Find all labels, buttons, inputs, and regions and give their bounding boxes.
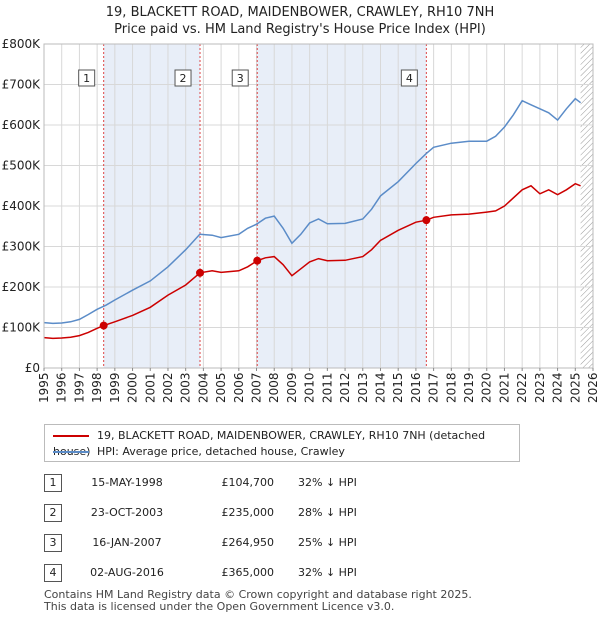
y-tick-label: £700K xyxy=(2,78,42,92)
legend-label-hpi: HPI: Average price, detached house, Craw… xyxy=(97,445,345,458)
x-tick-label: 2006 xyxy=(232,372,246,403)
sale-number-badge: 1 xyxy=(44,474,62,492)
legend-swatch-hpi xyxy=(53,451,89,453)
sale-point xyxy=(99,321,108,330)
x-tick-label: 2021 xyxy=(497,372,511,403)
sale-number-badge: 2 xyxy=(44,504,62,522)
y-tick-label: £500K xyxy=(2,159,42,173)
footer-attribution: Contains HM Land Registry data © Crown c… xyxy=(44,589,472,613)
x-tick-label: 2003 xyxy=(179,372,193,403)
x-tick-label: 2020 xyxy=(480,372,494,403)
x-tick-label: 2023 xyxy=(533,372,547,403)
sale-date: 15-MAY-1998 xyxy=(91,476,163,489)
x-tick-label: 1996 xyxy=(55,372,69,403)
sale-price: £104,700 xyxy=(221,476,275,489)
sale-hpi-diff: 32% ↓ HPI xyxy=(298,476,357,489)
y-tick-label: £300K xyxy=(2,240,42,254)
sales-table: 1 15-MAY-1998 £104,700 32% ↓ HPI 2 23-OC… xyxy=(44,470,404,590)
table-row: 4 02-AUG-2016 £365,000 32% ↓ HPI xyxy=(44,560,404,590)
x-tick-label: 1997 xyxy=(72,372,86,403)
table-row: 3 16-JAN-2007 £264,950 25% ↓ HPI xyxy=(44,530,404,560)
price-chart: 1 2 3 4 £0 £100K £200K £300K £400K £500K £600K £700… xyxy=(2,37,600,403)
x-tick-label: 2022 xyxy=(515,372,529,403)
sale-label-text: 2 xyxy=(180,72,187,85)
x-tick-label: 2015 xyxy=(391,372,405,403)
sale-label-box xyxy=(231,69,249,87)
sale-date: 02-AUG-2016 xyxy=(90,566,164,579)
y-tick-label: £0 xyxy=(25,361,40,375)
x-tick-label: 2014 xyxy=(373,372,387,403)
chart-title: 19, BLACKETT ROAD, MAIDENBOWER, CRAWLEY,… xyxy=(0,4,600,38)
x-tick-label: 2026 xyxy=(586,372,600,403)
x-tick-label: 1995 xyxy=(37,372,51,403)
x-tick-label: 2025 xyxy=(568,372,582,403)
sale-label-box xyxy=(400,69,418,87)
x-tick-label: 1998 xyxy=(90,372,104,403)
title-line-2: Price paid vs. HM Land Registry's House … xyxy=(114,22,486,37)
sale-price: £365,000 xyxy=(221,566,275,579)
y-tick-label: £600K xyxy=(2,118,42,132)
x-tick-label: 2011 xyxy=(320,372,334,403)
x-tick-label: 2001 xyxy=(143,372,157,403)
table-row: 2 23-OCT-2003 £235,000 28% ↓ HPI xyxy=(44,500,404,530)
x-tick-label: 2008 xyxy=(267,372,281,403)
y-tick-label: £100K xyxy=(2,321,42,335)
x-tick-label: 1999 xyxy=(108,372,122,403)
x-tick-label: 2000 xyxy=(126,372,140,403)
chart-legend: 19, BLACKETT ROAD, MAIDENBOWER, CRAWLEY,… xyxy=(44,424,520,462)
y-tick-label: £800K xyxy=(2,37,42,51)
x-tick-label: 2018 xyxy=(444,372,458,403)
plot-frame xyxy=(43,43,594,369)
sale-date: 23-OCT-2003 xyxy=(90,506,164,519)
sale-label-text: 1 xyxy=(83,72,90,85)
x-tick-label: 2009 xyxy=(285,372,299,403)
sale-label-text: 4 xyxy=(406,72,413,85)
series-line xyxy=(43,182,581,340)
sale-point xyxy=(196,268,205,277)
x-tick-label: 2024 xyxy=(551,372,565,403)
legend-item-property: 19, BLACKETT ROAD, MAIDENBOWER, CRAWLEY,… xyxy=(53,428,519,458)
sale-number-badge: 4 xyxy=(44,564,62,582)
x-tick-label: 2005 xyxy=(214,372,228,403)
x-tick-label: 2017 xyxy=(427,372,441,403)
sale-price: £235,000 xyxy=(221,506,275,519)
sale-hpi-diff: 32% ↓ HPI xyxy=(298,566,357,579)
legend-item-hpi: HPI: Average price, detached house, Craw… xyxy=(53,444,345,460)
x-tick-label: 2007 xyxy=(250,372,264,403)
x-tick-label: 2002 xyxy=(161,372,175,403)
y-tick-label: £400K xyxy=(2,199,42,213)
sale-hpi-diff: 25% ↓ HPI xyxy=(298,536,357,549)
y-tick-label: £200K xyxy=(2,280,42,294)
sale-price: £264,950 xyxy=(221,536,275,549)
x-tick-label: 2016 xyxy=(409,372,423,403)
title-line-1: 19, BLACKETT ROAD, MAIDENBOWER, CRAWLEY,… xyxy=(105,5,495,20)
sale-hpi-diff: 28% ↓ HPI xyxy=(298,506,357,519)
footer-line-2: This data is licensed under the Open Gov… xyxy=(44,600,395,613)
x-tick-label: 2004 xyxy=(196,372,210,403)
sale-date: 16-JAN-2007 xyxy=(92,536,162,549)
x-tick-label: 2012 xyxy=(338,372,352,403)
sale-label-box xyxy=(174,69,192,87)
sale-label-box xyxy=(78,69,96,87)
sale-point xyxy=(253,256,262,265)
series-line xyxy=(43,97,582,325)
footer-line-1: Contains HM Land Registry data © Crown c… xyxy=(44,588,472,601)
x-tick-label: 2019 xyxy=(462,372,476,403)
sale-number-badge: 3 xyxy=(44,534,62,552)
sale-point xyxy=(422,216,431,225)
sale-label-text: 3 xyxy=(237,72,244,85)
legend-swatch-property xyxy=(53,435,89,437)
table-row: 1 15-MAY-1998 £104,700 32% ↓ HPI xyxy=(44,470,404,500)
x-tick-label: 2010 xyxy=(303,372,317,403)
x-tick-label: 2013 xyxy=(356,372,370,403)
